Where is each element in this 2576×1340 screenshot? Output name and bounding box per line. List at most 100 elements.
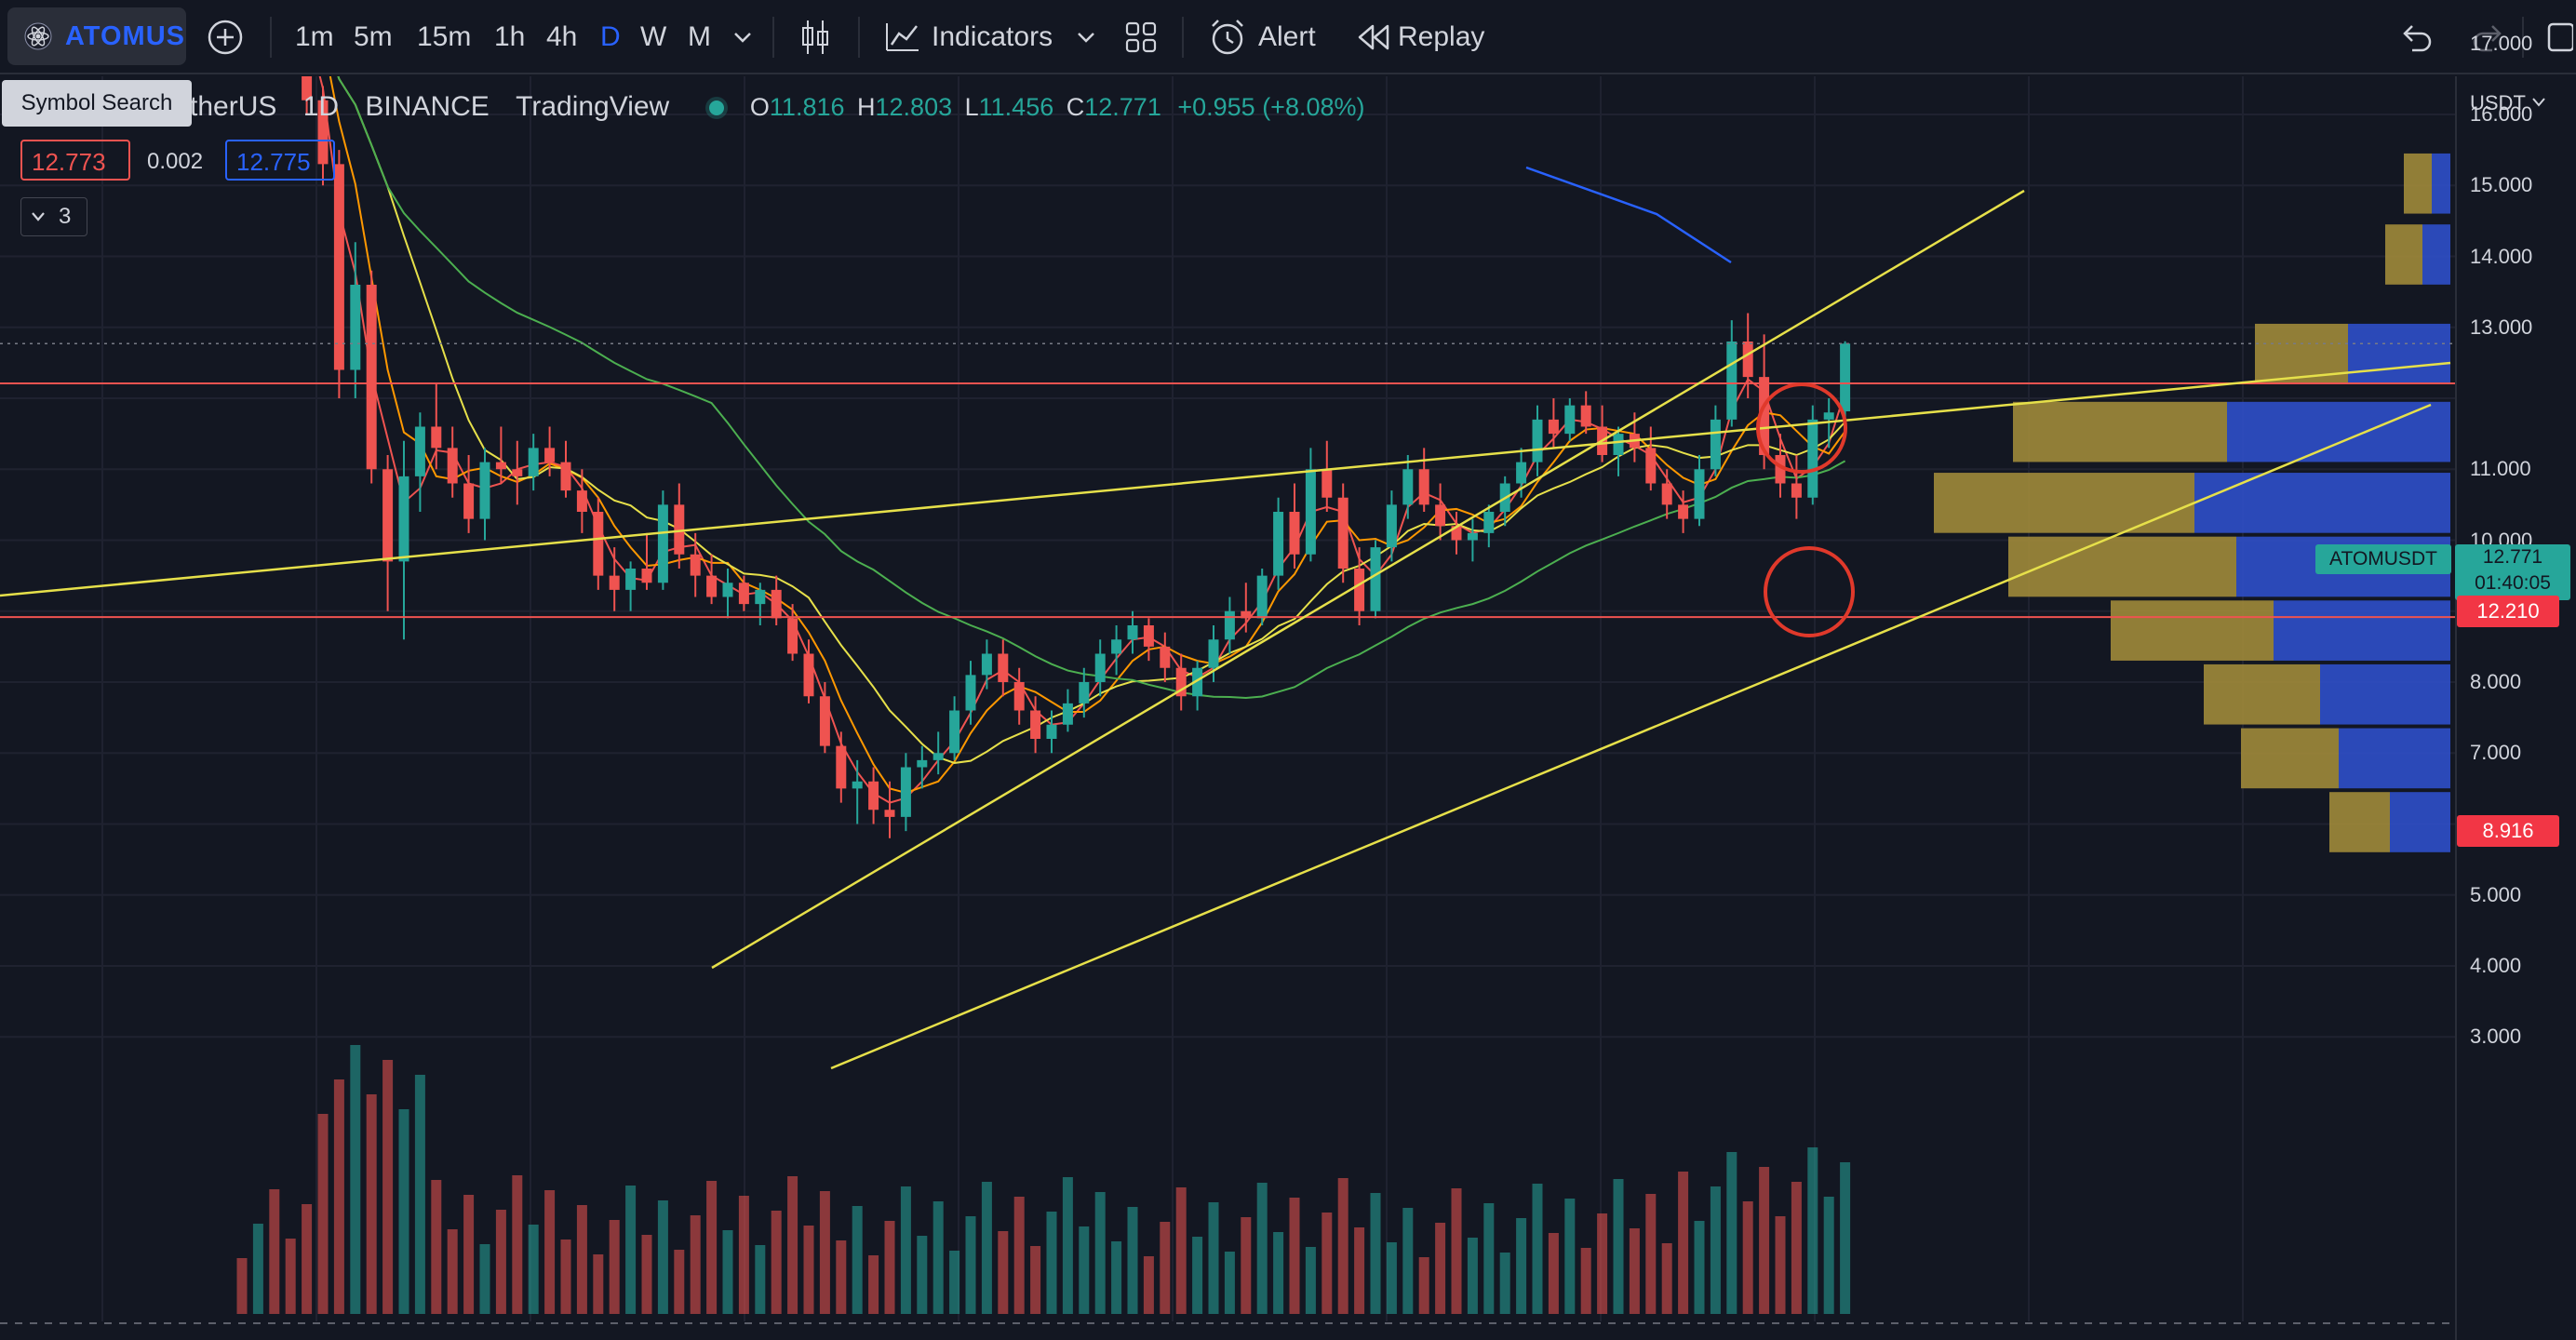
annotation-circle-upper <box>1756 382 1847 474</box>
volume-profile-bar <box>2204 663 2320 725</box>
legend-timeframe: 1D <box>302 91 340 122</box>
volume-bar <box>269 1189 280 1314</box>
volume-bar <box>1759 1167 1770 1314</box>
toolbar-divider <box>2522 17 2524 58</box>
replay-rewind-icon[interactable] <box>1357 22 1390 52</box>
volume-bar <box>657 1200 668 1314</box>
candle-body <box>447 448 458 484</box>
ma-long-line <box>337 76 1846 764</box>
volume-bar <box>1062 1177 1073 1314</box>
chevron-down-icon[interactable] <box>1076 30 1096 45</box>
symbol-search-button[interactable]: ATOMUS <box>7 7 186 65</box>
candle-body <box>1775 455 1786 484</box>
candle-body <box>1645 448 1657 484</box>
candle-body <box>1337 497 1348 569</box>
candle-body <box>1062 703 1073 725</box>
candle-body <box>965 675 976 711</box>
price-chart[interactable] <box>0 76 2576 1340</box>
layouts-grid-icon[interactable] <box>1124 20 1158 54</box>
interval-1m[interactable]: 1m <box>295 21 334 52</box>
candle-body <box>1678 504 1689 519</box>
sell-price-box[interactable]: 12.773 <box>20 140 130 181</box>
interval-d[interactable]: D <box>600 21 621 52</box>
volume-profile-bar <box>2432 153 2450 214</box>
price-axis-label: 17.000 <box>2470 31 2533 55</box>
legend-symbol-title[interactable]: therUS <box>190 91 277 122</box>
interval-m[interactable]: M <box>688 21 711 52</box>
candle-body <box>1548 419 1559 435</box>
candle-body <box>1661 483 1672 505</box>
indicators-collapse-toggle[interactable]: 3 <box>20 197 87 236</box>
candle-body <box>593 512 604 576</box>
volume-bar <box>1661 1243 1672 1314</box>
undo-icon[interactable] <box>2399 22 2435 52</box>
volume-bar <box>1483 1203 1495 1314</box>
volume-bar <box>1823 1197 1834 1314</box>
volume-bar <box>1678 1172 1689 1314</box>
currency-selector[interactable]: USDT <box>2470 91 2526 114</box>
candle-body <box>560 462 571 491</box>
volume-bar <box>593 1254 604 1314</box>
candle-body <box>1435 504 1446 527</box>
interval-1h[interactable]: 1h <box>494 21 526 52</box>
volume-bar <box>1256 1183 1268 1314</box>
volume-bar <box>1013 1197 1025 1314</box>
interval-w[interactable]: W <box>640 21 667 52</box>
volume-bar <box>1564 1199 1576 1314</box>
interval-5m[interactable]: 5m <box>354 21 393 52</box>
volume-profile-bar <box>2390 792 2450 852</box>
trendline-horizontal <box>0 361 2451 597</box>
legend-high-label: H <box>857 93 876 121</box>
candle-style-icon[interactable] <box>798 17 832 58</box>
volume-bar <box>771 1211 782 1314</box>
volume-bar <box>382 1060 394 1314</box>
volume-bar <box>398 1109 409 1314</box>
candle-body <box>366 285 377 470</box>
volume-bar <box>868 1255 879 1314</box>
chevron-down-icon[interactable] <box>732 30 753 45</box>
interval-15m[interactable]: 15m <box>417 21 472 52</box>
buy-price-box[interactable]: 12.775 <box>225 140 335 181</box>
candle-body <box>1710 419 1721 470</box>
candle-body <box>641 569 652 583</box>
indicators-button[interactable]: Indicators <box>932 21 1053 52</box>
fullscreen-icon[interactable] <box>2545 20 2573 54</box>
volume-profile-bar <box>2404 153 2432 214</box>
interval-4h[interactable]: 4h <box>546 21 578 52</box>
redo-icon[interactable] <box>2470 22 2505 52</box>
volume-bar <box>706 1181 718 1314</box>
candle-body <box>544 448 556 462</box>
indicators-icon[interactable] <box>884 20 921 54</box>
candle-body <box>431 426 442 449</box>
candle-body <box>495 462 506 470</box>
replay-button[interactable]: Replay <box>1398 21 1485 52</box>
candle-body <box>981 653 992 676</box>
volume-bar <box>1370 1193 1381 1314</box>
alarm-clock-icon[interactable] <box>1207 17 1248 58</box>
chevron-down-icon[interactable] <box>2531 97 2546 108</box>
candle-body <box>1273 512 1284 576</box>
price-axis-label: 3.000 <box>2470 1025 2522 1049</box>
volume-bar <box>350 1045 361 1314</box>
volume-bar <box>1079 1226 1090 1314</box>
volume-bar <box>1354 1227 1365 1314</box>
volume-bar <box>690 1215 701 1314</box>
volume-bar <box>917 1236 928 1314</box>
price-axis[interactable] <box>2455 76 2576 1340</box>
add-symbol-icon[interactable] <box>207 19 244 56</box>
volume-bar <box>333 1079 344 1314</box>
volume-bar <box>544 1190 556 1314</box>
annotation-circle-lower <box>1764 546 1855 637</box>
alert-button[interactable]: Alert <box>1258 21 1316 52</box>
candle-body <box>1564 405 1576 435</box>
ma-slow-line <box>337 76 1846 700</box>
candle-body <box>1111 639 1122 654</box>
candle-body <box>1127 625 1138 640</box>
ma-mid-line <box>329 76 1846 794</box>
current-symbol-badge: ATOMUSDT <box>2315 544 2451 574</box>
chevron-down-icon <box>32 212 45 221</box>
volume-profile-bar <box>2013 401 2227 462</box>
price-axis-label: 11.000 <box>2470 457 2531 481</box>
volume-bar <box>1046 1212 1057 1314</box>
volume-bar <box>479 1244 490 1314</box>
